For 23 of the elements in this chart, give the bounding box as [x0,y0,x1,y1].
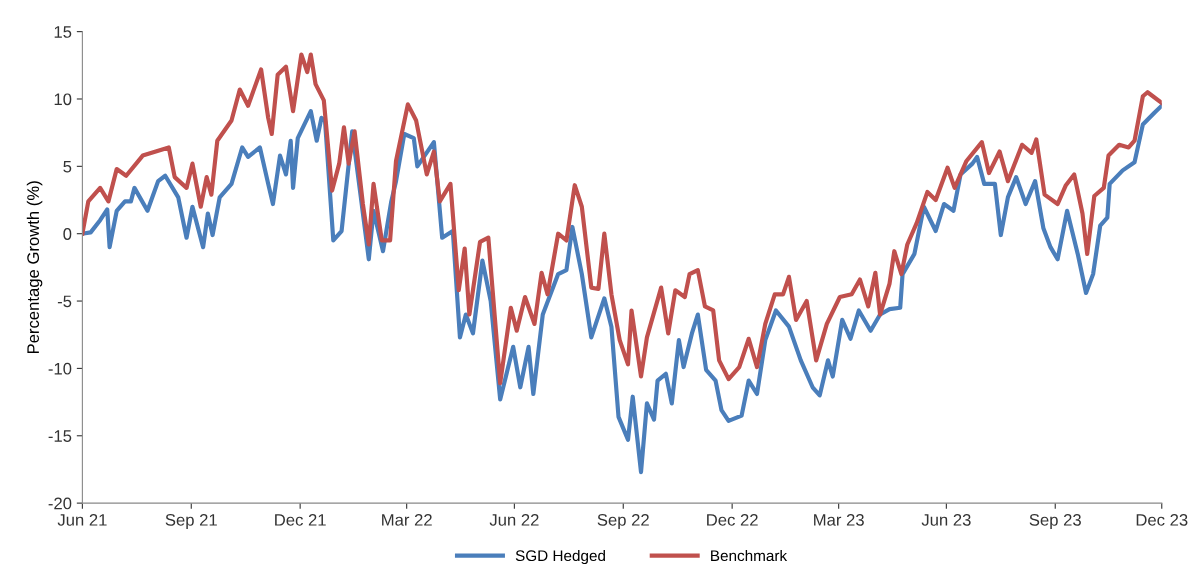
x-tick-label: Dec 21 [275,513,326,526]
x-tick-label: Mar 22 [382,513,432,526]
y-tick-label: 15 [54,26,72,38]
x-tick-label: Jun 21 [57,513,107,526]
y-axis-title: Percentage Growth (%) [26,181,43,354]
x-tick-label: Jun 23 [921,513,971,526]
y-tick-label: 5 [63,160,72,173]
x-tick-label: Sep 22 [597,513,649,530]
y-tick-label: 10 [54,93,72,106]
line-series [82,52,1162,386]
y-tick-label: -10 [48,362,72,375]
x-tick-label: Sep 21 [165,513,217,530]
x-tick-label: Sep 23 [1029,513,1081,530]
y-tick-label: 0 [63,228,72,240]
y-tick-label: -20 [48,497,72,510]
x-tick-label: Mar 23 [814,513,864,526]
y-tick-label: -15 [48,430,72,442]
y-tick-label: -5 [57,295,72,308]
x-tick-label: Jun 22 [489,513,539,526]
legend-label: SGD Hedged [515,549,605,565]
legend-label: Benchmark [711,549,788,562]
x-tick-label: Dec 23 [1136,513,1188,526]
x-tick-label: Dec 22 [707,513,758,526]
